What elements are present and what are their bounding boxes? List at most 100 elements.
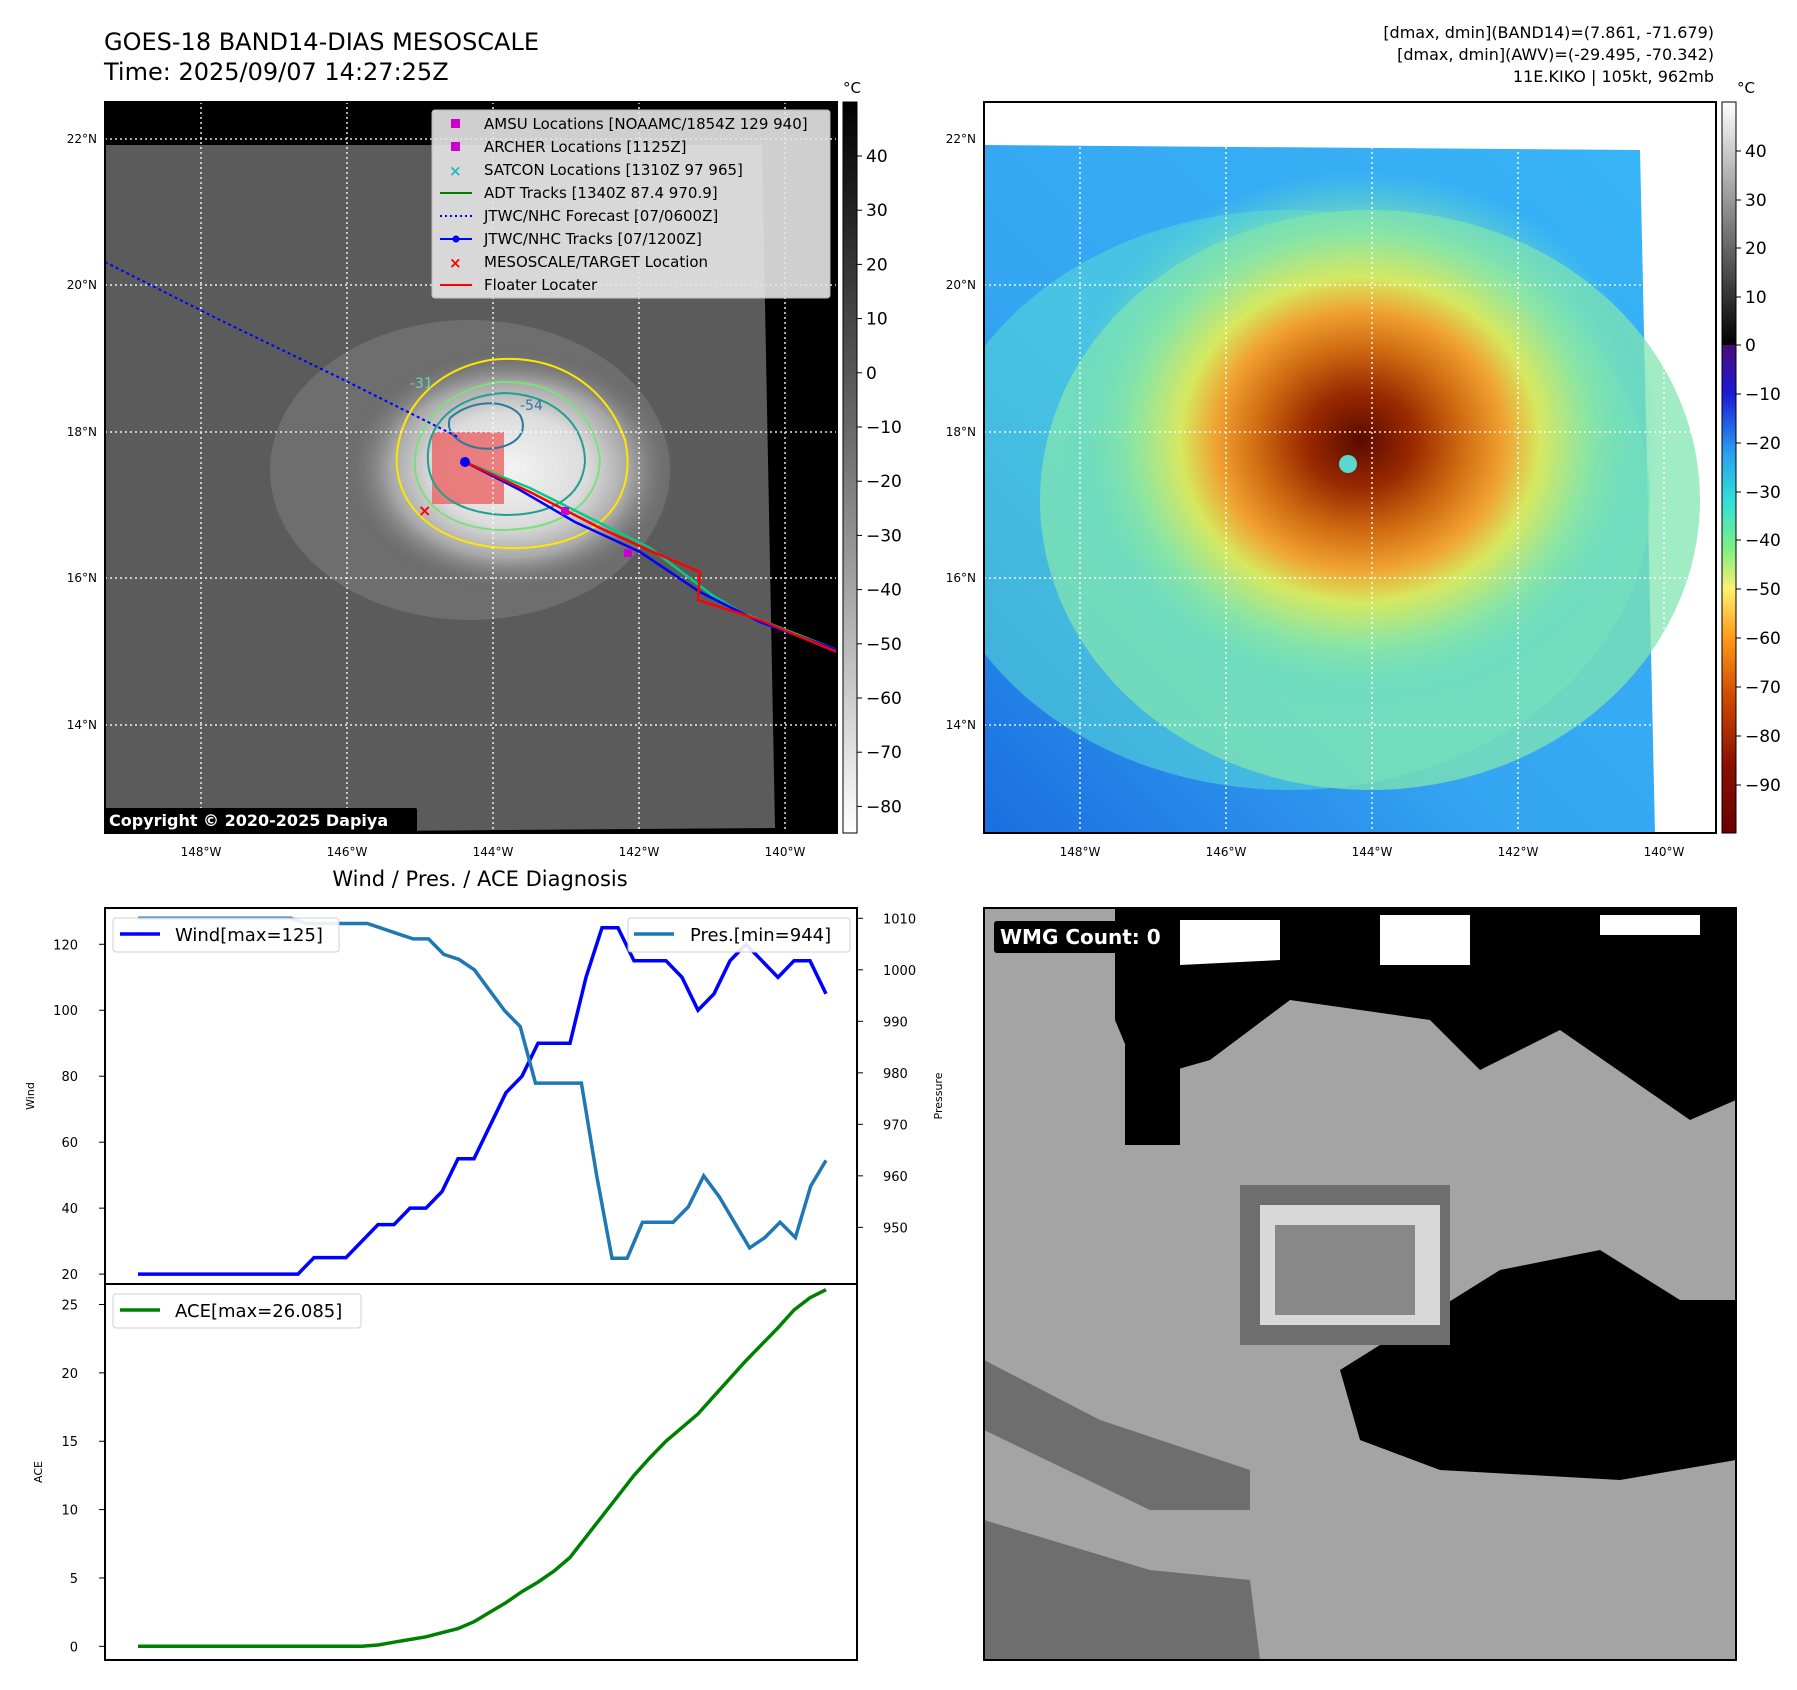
wind-tick-label: 80	[61, 1070, 78, 1085]
ace-tick-label: 10	[61, 1504, 78, 1519]
ir-lat-ticks: 22°N 20°N 18°N 16°N 14°N	[67, 132, 97, 732]
ace-series-line	[138, 1288, 827, 1649]
colorbar-tick-label: −10	[1745, 385, 1781, 405]
legend-entry: Floater Locater	[440, 276, 598, 294]
legend-square-icon	[451, 119, 460, 128]
lon-tick: 140°W	[1644, 845, 1685, 859]
contour-label-2: -54	[520, 398, 543, 414]
pressure-axis-label: Pressure	[932, 1072, 945, 1119]
wmg-frame	[983, 907, 1737, 1661]
colorbar-tick-label: 30	[1745, 191, 1767, 211]
current-position-marker	[460, 457, 470, 467]
color-colorbar-unit: °C	[1737, 79, 1755, 97]
contour-yellow	[395, 357, 629, 550]
mesoscale-target-marker: ×	[418, 501, 431, 520]
figure-title: GOES-18 BAND14-DIAS MESOSCALE	[104, 28, 539, 56]
gray-colorbar-unit: °C	[843, 79, 861, 97]
lon-tick: 144°W	[1352, 845, 1393, 859]
wmg-count-label: WMG Count: 0	[1000, 925, 1161, 949]
legend-label: JTWC/NHC Forecast [07/0600Z]	[483, 207, 718, 225]
legend-square-icon	[451, 142, 460, 151]
pressure-legend: Pres.[min=944]	[627, 917, 851, 953]
wmg-white-patch	[1180, 920, 1280, 965]
colorbar-tick-label: −40	[1745, 531, 1781, 551]
colorbar-tick-label: −70	[866, 743, 902, 763]
legend-x-icon: ×	[449, 162, 462, 180]
ace-frame	[104, 1283, 858, 1661]
wind-series-line	[138, 926, 828, 1276]
target-box	[432, 432, 504, 504]
lon-tick: 142°W	[1498, 845, 1539, 859]
diagnosis-title: Wind / Pres. / ACE Diagnosis	[332, 867, 627, 891]
pressure-tick-label: 1010	[883, 912, 916, 927]
wmg-count-box	[994, 921, 1174, 953]
archer-marker	[624, 549, 632, 557]
ir-map-panel: × -31 -54 AMSU Locations [NOAAMC/1854Z 1…	[67, 101, 838, 859]
color-lat-ticks: 22°N 20°N 18°N 16°N 14°N	[946, 132, 976, 732]
wind-axis-label: Wind	[24, 1082, 37, 1110]
contour-label-1: -31	[410, 376, 433, 392]
legend-entry: AMSU Locations [NOAAMC/1854Z 129 940]	[451, 115, 808, 133]
colorbar-tick-label: −70	[1745, 678, 1781, 698]
colorbar-tick-label: 0	[866, 364, 877, 384]
colorbar-tick-label: −90	[1745, 776, 1781, 796]
stats-storm: 11E.KIKO | 105kt, 962mb	[1513, 67, 1714, 86]
color-map-frame	[983, 101, 1717, 834]
pressure-tick-label: 980	[883, 1067, 908, 1082]
wind-tick-label: 20	[61, 1268, 78, 1283]
legend-label: JTWC/NHC Tracks [07/1200Z]	[483, 230, 702, 248]
storm-eye	[1339, 455, 1357, 473]
ace-legend-label: ACE[max=26.085]	[175, 1301, 342, 1322]
colorbar-tick-label: −50	[866, 635, 902, 655]
legend-entry: ADT Tracks [1340Z 87.4 970.9]	[440, 184, 718, 202]
colorbar-tick-label: −60	[866, 689, 902, 709]
copyright-text: Copyright © 2020-2025 Dapiya	[109, 811, 388, 830]
lon-tick: 144°W	[473, 845, 514, 859]
lon-tick: 140°W	[765, 845, 806, 859]
lat-tick: 20°N	[946, 278, 976, 292]
legend-label: AMSU Locations [NOAAMC/1854Z 129 940]	[484, 115, 808, 133]
storm-color-shield	[1060, 170, 1660, 710]
legend-entry: JTWC/NHC Forecast [07/0600Z]	[440, 207, 718, 225]
wind-tick-label: 120	[53, 938, 78, 953]
legend-entry: ARCHER Locations [1125Z]	[451, 138, 687, 156]
lon-tick: 148°W	[181, 845, 222, 859]
contour-teal	[426, 391, 587, 517]
legend-label: SATCON Locations [1310Z 97 965]	[484, 161, 743, 179]
lat-tick: 14°N	[67, 718, 97, 732]
wmg-white-patch	[1600, 915, 1700, 935]
ace-tick-label: 15	[61, 1435, 78, 1450]
pressure-legend-label: Pres.[min=944]	[690, 925, 831, 946]
wind-legend: Wind[max=125]	[112, 917, 340, 953]
ir-map-frame	[104, 101, 838, 834]
lat-tick: 20°N	[67, 278, 97, 292]
colorbar-tick-label: 40	[866, 147, 888, 167]
ace-chart: 0 5 10 15 20 25 ACE ACE[max=26.085]	[32, 1283, 858, 1661]
gray-colorbar: °C 40 30 20 10 0 −10 −20 −30 −40 −50 −60 −70 −80	[842, 79, 902, 834]
best-track	[464, 460, 837, 652]
wind-pressure-chart: 20 40 60 80 100 120 950 960 970 980 990 1000 1010 W…	[24, 907, 945, 1285]
colorbar-tick-label: −50	[1745, 580, 1781, 600]
wmg-midgray-band-lower	[984, 1520, 1260, 1660]
legend-label: Floater Locater	[484, 276, 598, 294]
colorbar-tick-label: −10	[866, 418, 902, 438]
legend-entry: × MESOSCALE/TARGET Location	[449, 253, 708, 272]
colorbar-tick-label: 10	[1745, 288, 1767, 308]
wind-tick-label: 40	[61, 1202, 78, 1217]
legend-label: MESOSCALE/TARGET Location	[484, 253, 708, 271]
colorbar-tick-label: 20	[866, 255, 888, 275]
wmg-midgray-band	[984, 1360, 1250, 1510]
colorbar-tick-label: −30	[866, 526, 902, 546]
wind-tick-label: 100	[53, 1004, 78, 1019]
wmg-dark-region-lower	[1340, 1250, 1736, 1480]
lat-tick: 18°N	[67, 425, 97, 439]
lat-tick: 14°N	[946, 718, 976, 732]
wmg-eye-core	[1275, 1225, 1415, 1315]
ace-tick-label: 25	[61, 1299, 78, 1314]
color-lon-ticks: 148°W 146°W 144°W 142°W 140°W	[1060, 845, 1685, 859]
pressure-tick-label: 990	[883, 1015, 908, 1030]
lon-tick: 142°W	[619, 845, 660, 859]
colorbar-tick-label: −80	[1745, 727, 1781, 747]
legend-x-icon: ×	[449, 254, 462, 272]
colorbar-tick-label: 10	[866, 310, 888, 330]
